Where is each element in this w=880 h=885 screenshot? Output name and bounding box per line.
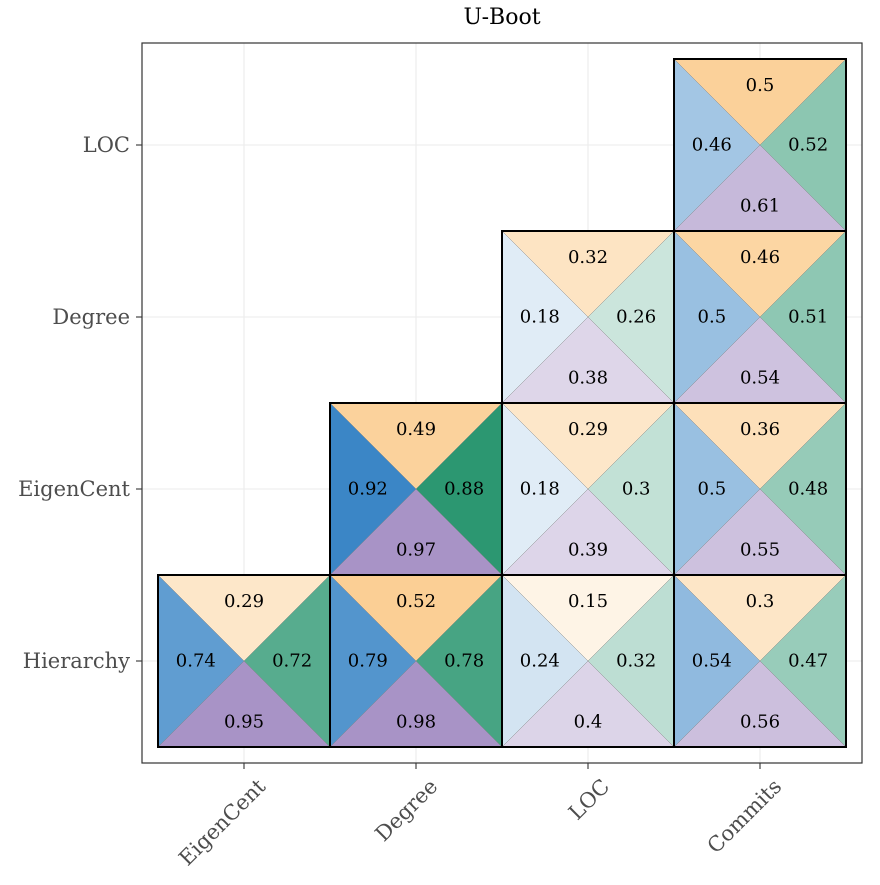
heatmap-cell: 0.5 0.52 0.61 0.46 <box>673 58 847 232</box>
value-label-right: 0.32 <box>616 651 656 672</box>
value-label-top: 0.15 <box>568 591 608 612</box>
heatmap-cell: 0.46 0.51 0.54 0.5 <box>673 230 847 404</box>
value-label-bottom: 0.61 <box>740 196 780 217</box>
value-label-bottom: 0.98 <box>396 712 436 733</box>
value-label-right: 0.26 <box>616 307 656 328</box>
value-label-right: 0.52 <box>788 135 828 156</box>
value-label-top: 0.32 <box>568 247 608 268</box>
value-label-right: 0.88 <box>444 479 484 500</box>
value-label-bottom: 0.55 <box>740 540 780 561</box>
y-tick-label: Degree <box>52 305 130 329</box>
heatmap-cell: 0.52 0.78 0.98 0.79 <box>329 574 503 748</box>
value-label-right: 0.48 <box>788 479 828 500</box>
heatmap-cell: 0.49 0.88 0.97 0.92 <box>329 402 503 576</box>
heatmap-cells: 0.50.520.610.460.320.260.380.180.460.510… <box>157 58 847 748</box>
heatmap-cell: 0.15 0.32 0.4 0.24 <box>501 574 675 748</box>
value-label-top: 0.29 <box>224 591 264 612</box>
value-label-right: 0.72 <box>272 651 312 672</box>
value-label-bottom: 0.54 <box>740 368 780 389</box>
x-tick-label: LOC <box>564 774 614 824</box>
value-label-bottom: 0.97 <box>396 540 436 561</box>
cell-border <box>673 574 847 748</box>
value-label-top: 0.36 <box>740 419 780 440</box>
value-label-top: 0.5 <box>746 75 775 96</box>
y-tick-label: Hierarchy <box>23 649 130 673</box>
y-tick-label: EigenCent <box>18 477 130 501</box>
value-label-left: 0.92 <box>348 479 388 500</box>
value-label-bottom: 0.95 <box>224 712 264 733</box>
value-label-left: 0.79 <box>348 651 388 672</box>
value-label-left: 0.74 <box>176 651 216 672</box>
value-label-left: 0.46 <box>692 135 732 156</box>
value-label-left: 0.24 <box>520 651 560 672</box>
value-label-right: 0.3 <box>622 479 651 500</box>
value-label-top: 0.3 <box>746 591 775 612</box>
value-label-right: 0.78 <box>444 651 484 672</box>
value-label-top: 0.46 <box>740 247 780 268</box>
value-label-right: 0.51 <box>788 307 828 328</box>
heatmap-cell: 0.29 0.3 0.39 0.18 <box>501 402 675 576</box>
y-tick-label: LOC <box>83 133 130 157</box>
heatmap-cell: 0.36 0.48 0.55 0.5 <box>673 402 847 576</box>
value-label-bottom: 0.39 <box>568 540 608 561</box>
panel-border <box>141 42 863 764</box>
value-label-left: 0.5 <box>698 307 727 328</box>
value-label-bottom: 0.56 <box>740 712 780 733</box>
value-label-top: 0.29 <box>568 419 608 440</box>
value-label-top: 0.52 <box>396 591 436 612</box>
x-tick-label: EigenCent <box>174 774 270 870</box>
value-label-left: 0.18 <box>520 307 560 328</box>
value-label-left: 0.18 <box>520 479 560 500</box>
heatmap-cell: 0.29 0.72 0.95 0.74 <box>157 574 331 748</box>
value-label-bottom: 0.38 <box>568 368 608 389</box>
value-label-left: 0.54 <box>692 651 732 672</box>
x-tick-label: Degree <box>370 774 442 846</box>
value-label-right: 0.47 <box>788 651 828 672</box>
value-label-top: 0.49 <box>396 419 436 440</box>
value-label-left: 0.5 <box>698 479 727 500</box>
heatmap-cell: 0.32 0.26 0.38 0.18 <box>501 230 675 404</box>
heatmap-cell: 0.3 0.47 0.56 0.54 <box>673 574 847 748</box>
x-tick-label: Commits <box>703 774 787 858</box>
value-label-bottom: 0.4 <box>574 712 603 733</box>
chart-title: U-Boot <box>463 5 540 30</box>
